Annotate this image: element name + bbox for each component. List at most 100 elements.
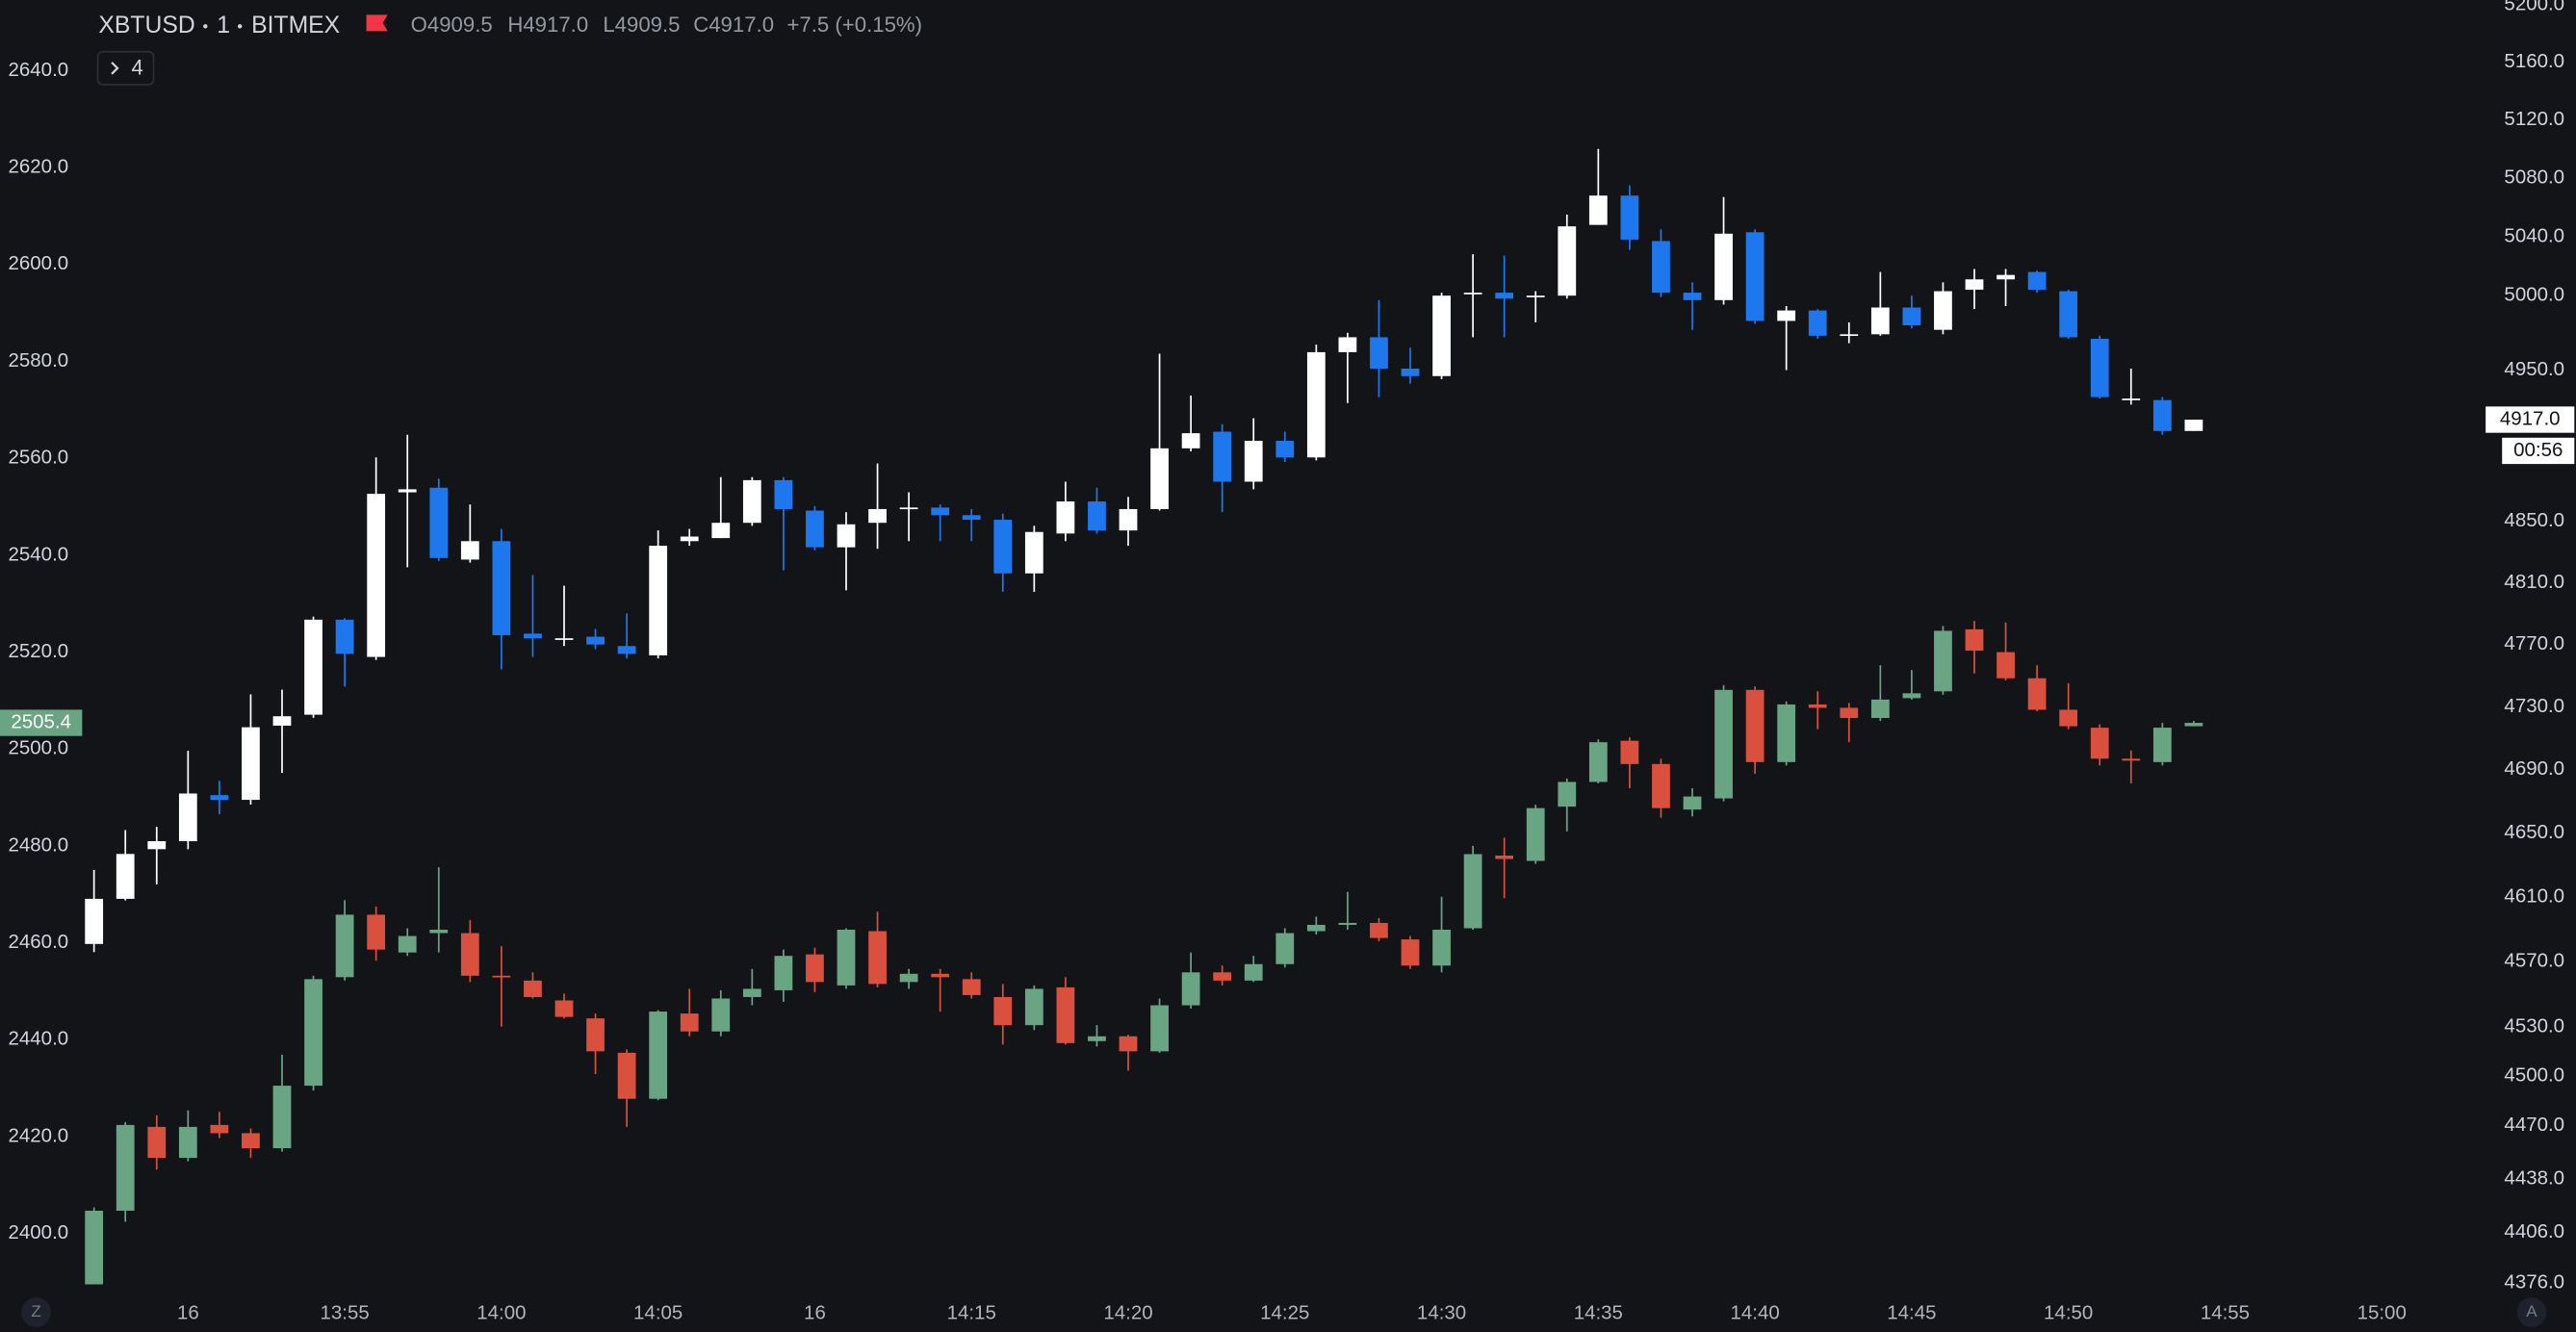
candle-body <box>1181 433 1200 448</box>
toggle-box[interactable] <box>96 50 155 86</box>
candle-body <box>1777 704 1796 762</box>
y-tick-label: 2400.0 <box>9 1221 69 1243</box>
a-button[interactable] <box>2516 1297 2547 1327</box>
x-tick-label: 14:55 <box>2201 1302 2250 1324</box>
candle-body <box>1996 274 2015 280</box>
candle-body <box>1934 291 1952 330</box>
candle-body <box>1495 855 1514 859</box>
candle-body <box>993 520 1013 574</box>
y-tick-label: 2520.0 <box>9 640 69 662</box>
x-tick-label: 16 <box>177 1302 199 1324</box>
candle-body <box>774 479 793 509</box>
candle-body <box>1150 448 1169 509</box>
last-price-label: 4917.0 <box>2500 407 2561 429</box>
candle-body <box>1965 628 1984 652</box>
candle-body <box>1683 293 1702 300</box>
candle-body <box>1745 232 1765 321</box>
candle-body <box>272 1086 292 1149</box>
indicators-toggle[interactable]: 4 <box>96 50 155 86</box>
candle-body <box>2152 399 2172 431</box>
candle-body <box>1714 689 1733 799</box>
candle-body <box>586 1018 605 1052</box>
interval[interactable]: 1 <box>217 13 230 38</box>
candle-body <box>367 914 386 950</box>
candle-body <box>1870 699 1890 719</box>
candle-body <box>931 507 950 516</box>
candle-body <box>1463 293 1482 295</box>
candle-body <box>1526 295 1545 297</box>
candle-body <box>178 1126 197 1159</box>
x-tick-label: 14:25 <box>1260 1302 1309 1324</box>
candle-body <box>1306 351 1326 458</box>
candle-body <box>899 507 918 510</box>
candle-body <box>680 1013 699 1032</box>
exchange[interactable]: BITMEX <box>251 13 340 38</box>
y2-tick-label: 4470.0 <box>2504 1114 2564 1136</box>
y-tick-label: 2500.0 <box>9 737 69 759</box>
candle-body <box>837 524 856 548</box>
candle-body <box>1213 431 1232 482</box>
indicators-count[interactable]: 4 <box>132 56 143 80</box>
candle-body <box>993 996 1013 1026</box>
candle-body <box>1996 652 2015 679</box>
y-tick-label: 2540.0 <box>9 543 69 565</box>
candle-body <box>178 793 197 842</box>
candle-body <box>1213 972 1232 981</box>
x-tick-label: 14:45 <box>1887 1302 1936 1324</box>
candle-body <box>2090 728 2109 759</box>
candle-body <box>1714 233 1733 300</box>
x-tick-label: 14:15 <box>947 1302 996 1324</box>
y2-tick-label: 4376.0 <box>2504 1271 2564 1294</box>
candle-body <box>429 487 449 558</box>
candle-body <box>147 841 167 850</box>
candle-body <box>335 914 354 978</box>
y-tick-label: 2480.0 <box>9 833 69 856</box>
candle-body <box>398 935 417 953</box>
candle-body <box>116 1124 135 1211</box>
candle-body <box>116 854 135 899</box>
candle-body <box>899 973 918 983</box>
candle-body <box>492 541 511 635</box>
candle-body <box>1683 796 1702 810</box>
candle-body <box>806 954 824 983</box>
candle-body <box>711 998 731 1032</box>
candle-body <box>1244 440 1263 482</box>
candle-body <box>460 541 479 560</box>
candle-body <box>1056 986 1075 1043</box>
candle-body <box>2122 758 2141 761</box>
candle-body <box>1275 440 1295 458</box>
z-button-label[interactable]: Z <box>31 1302 40 1320</box>
open-value: O4909.5 <box>411 13 493 37</box>
candle-body <box>2059 709 2078 727</box>
candle-body <box>1119 1036 1138 1052</box>
candle-body <box>2152 728 2172 762</box>
x-tick-label: 14:30 <box>1417 1302 1466 1324</box>
candle-body <box>1808 704 1827 708</box>
candle-body <box>617 646 636 654</box>
y-tick-label: 2620.0 <box>9 156 69 178</box>
candle-body <box>1777 310 1796 321</box>
candle-body <box>1432 295 1451 376</box>
candle-body <box>1840 707 1859 719</box>
candle-body <box>524 633 542 639</box>
candle-body <box>85 1210 104 1285</box>
y2-tick-label: 4690.0 <box>2504 757 2564 780</box>
candle-body <box>210 795 229 801</box>
y2-tick-label: 5160.0 <box>2504 50 2564 72</box>
y2-tick-label: 5200.0 <box>2504 0 2564 15</box>
candle-body <box>1808 310 1827 336</box>
y-tick-label: 2560.0 <box>9 447 69 469</box>
flag-icon[interactable] <box>366 14 388 32</box>
candle-body <box>649 546 668 655</box>
close-value: C4917.0 <box>693 13 774 37</box>
high-value: H4917.0 <box>507 13 588 37</box>
y2-tick-label: 4500.0 <box>2504 1064 2564 1087</box>
z-button[interactable] <box>21 1297 51 1327</box>
y-tick-label: 2460.0 <box>9 931 69 953</box>
countdown-label: 00:56 <box>2513 439 2563 461</box>
candle-body <box>680 536 699 542</box>
symbol[interactable]: XBTUSD <box>98 13 194 38</box>
candle-body <box>868 508 887 524</box>
a-button-label[interactable]: A <box>2526 1302 2537 1320</box>
